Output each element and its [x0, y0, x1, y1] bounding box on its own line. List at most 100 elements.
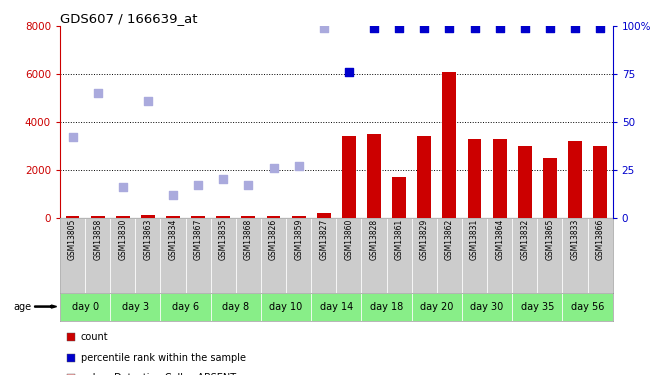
- Point: [419, 25, 430, 31]
- Text: day 6: day 6: [172, 302, 199, 312]
- Point: [293, 163, 304, 169]
- Text: GSM13835: GSM13835: [218, 219, 228, 260]
- Text: GSM13862: GSM13862: [445, 219, 454, 260]
- Text: GSM13827: GSM13827: [319, 219, 328, 260]
- Text: GSM13864: GSM13864: [495, 219, 504, 260]
- Point: [143, 98, 153, 104]
- Text: GSM13865: GSM13865: [545, 219, 554, 260]
- Text: GSM13863: GSM13863: [143, 219, 153, 260]
- Text: day 14: day 14: [320, 302, 353, 312]
- Text: GSM13861: GSM13861: [395, 219, 404, 260]
- Text: day 30: day 30: [470, 302, 503, 312]
- Bar: [191, 216, 205, 217]
- Text: age: age: [13, 302, 31, 312]
- Text: day 0: day 0: [71, 302, 99, 312]
- Bar: [518, 146, 531, 218]
- Point: [595, 25, 605, 31]
- Bar: [563, 292, 613, 321]
- Bar: [210, 217, 236, 292]
- Text: GSM13866: GSM13866: [595, 219, 605, 260]
- Point: [344, 69, 354, 75]
- Text: GSM13805: GSM13805: [68, 219, 77, 260]
- Text: GSM13858: GSM13858: [93, 219, 102, 260]
- Text: GSM13830: GSM13830: [119, 219, 127, 260]
- Bar: [110, 292, 161, 321]
- Text: GSM13832: GSM13832: [520, 219, 529, 260]
- Text: value, Detection Call = ABSENT: value, Detection Call = ABSENT: [81, 374, 236, 375]
- Bar: [418, 136, 431, 218]
- Bar: [412, 292, 462, 321]
- Text: GSM13868: GSM13868: [244, 219, 253, 260]
- Bar: [91, 216, 105, 217]
- Bar: [468, 139, 482, 218]
- Bar: [210, 292, 261, 321]
- Bar: [65, 216, 79, 217]
- Bar: [367, 134, 381, 218]
- Bar: [317, 213, 331, 217]
- Bar: [85, 217, 110, 292]
- Bar: [537, 217, 563, 292]
- Bar: [487, 217, 512, 292]
- Bar: [462, 292, 512, 321]
- Text: GSM13831: GSM13831: [470, 219, 479, 260]
- Point: [369, 25, 380, 31]
- Bar: [563, 217, 587, 292]
- Text: GSM13859: GSM13859: [294, 219, 303, 260]
- Point: [168, 192, 178, 198]
- Text: GSM13834: GSM13834: [168, 219, 178, 260]
- Point: [218, 176, 228, 182]
- Text: day 56: day 56: [571, 302, 604, 312]
- Bar: [292, 216, 306, 217]
- Text: GSM13829: GSM13829: [420, 219, 429, 260]
- Bar: [311, 217, 336, 292]
- Text: GDS607 / 166639_at: GDS607 / 166639_at: [60, 12, 197, 25]
- Point: [469, 25, 480, 31]
- Bar: [261, 217, 286, 292]
- Point: [268, 165, 279, 171]
- Bar: [493, 139, 507, 218]
- Bar: [442, 72, 456, 217]
- Bar: [116, 216, 130, 217]
- Point: [93, 90, 103, 96]
- Bar: [336, 217, 362, 292]
- Text: day 20: day 20: [420, 302, 454, 312]
- Text: percentile rank within the sample: percentile rank within the sample: [81, 353, 246, 363]
- Bar: [462, 217, 487, 292]
- Bar: [568, 141, 582, 218]
- Text: day 18: day 18: [370, 302, 403, 312]
- Bar: [286, 217, 311, 292]
- Bar: [342, 136, 356, 218]
- Bar: [512, 292, 563, 321]
- Point: [193, 182, 204, 188]
- Point: [519, 25, 530, 31]
- Point: [444, 25, 455, 31]
- Bar: [135, 217, 161, 292]
- Text: GSM13826: GSM13826: [269, 219, 278, 260]
- Text: GSM13860: GSM13860: [344, 219, 354, 260]
- Bar: [161, 292, 210, 321]
- Bar: [216, 216, 230, 217]
- Bar: [311, 292, 362, 321]
- Point: [494, 25, 505, 31]
- Point: [117, 184, 128, 190]
- Text: count: count: [81, 332, 108, 342]
- Point: [318, 25, 329, 31]
- Bar: [242, 216, 255, 217]
- Point: [243, 182, 254, 188]
- Bar: [587, 217, 613, 292]
- Text: day 35: day 35: [521, 302, 554, 312]
- Bar: [593, 146, 607, 218]
- Bar: [412, 217, 437, 292]
- Text: GSM13833: GSM13833: [571, 219, 579, 260]
- Bar: [543, 158, 557, 218]
- Bar: [141, 215, 155, 217]
- Point: [569, 25, 580, 31]
- Bar: [512, 217, 537, 292]
- Text: GSM13828: GSM13828: [370, 219, 378, 260]
- Bar: [186, 217, 210, 292]
- Bar: [437, 217, 462, 292]
- Text: day 10: day 10: [270, 302, 303, 312]
- Bar: [261, 292, 311, 321]
- Bar: [386, 217, 412, 292]
- Text: day 8: day 8: [222, 302, 249, 312]
